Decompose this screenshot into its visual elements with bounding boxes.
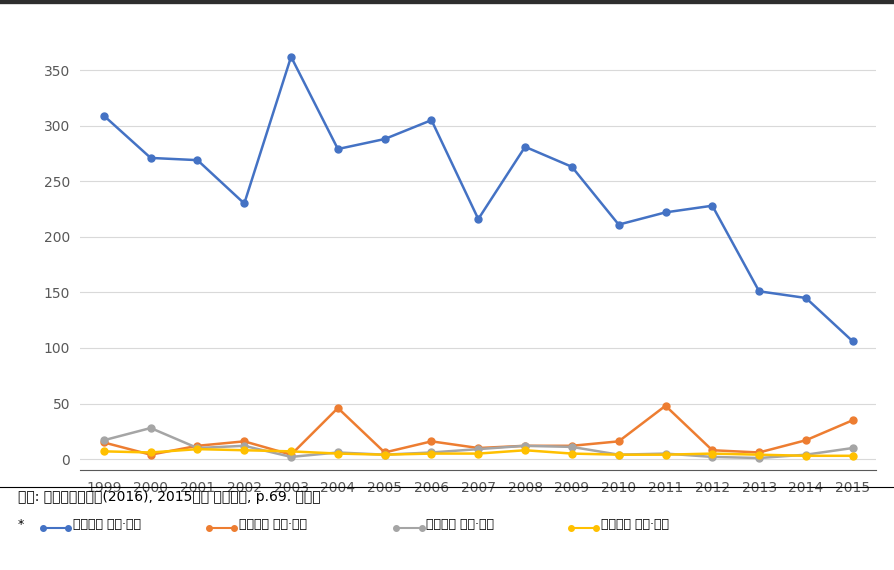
기만적인 표시·광고 [286,451,297,458]
부당비교 표시·광고 [286,454,297,461]
비방적인 표시·광고 [473,450,484,457]
Text: 자료: 공정거래위원회(2016), 2015년도 통계연보, p.69. 재구성: 자료: 공정거래위원회(2016), 2015년도 통계연보, p.69. 재구… [18,490,321,504]
기만적인 표시·광고 [613,438,624,445]
비방적인 표시·광고 [192,446,203,453]
부당비교 표시·광고 [519,442,530,449]
Text: 기만적인 표시·광고: 기만적인 표시·광고 [239,518,307,531]
기만적인 표시·광고 [707,447,718,454]
거짓과장 표시·광고 [519,144,530,150]
기만적인 표시·광고 [146,451,156,458]
거짓과장 표시·광고 [567,164,578,170]
기만적인 표시·광고 [800,437,811,443]
부당비교 표시·광고 [660,450,670,457]
비방적인 표시·광고 [707,450,718,457]
거짓과장 표시·광고 [333,145,343,152]
기만적인 표시·광고 [333,405,343,412]
부당비교 표시·광고 [192,445,203,451]
거짓과장 표시·광고 [473,215,484,222]
거짓과장 표시·광고 [707,202,718,209]
비방적인 표시·광고 [98,448,109,455]
Line: 비방적인 표시·광고: 비방적인 표시·광고 [100,446,856,459]
비방적인 표시·광고 [286,448,297,455]
비방적인 표시·광고 [519,447,530,454]
부당비교 표시·광고 [613,451,624,458]
Line: 기만적인 표시·광고: 기만적인 표시·광고 [100,402,856,458]
비방적인 표시·광고 [848,453,858,459]
부당비교 표시·광고 [800,451,811,458]
비방적인 표시·광고 [426,450,437,457]
기만적인 표시·광고 [848,417,858,424]
Text: *: * [18,518,24,531]
부당비교 표시·광고 [567,443,578,450]
부당비교 표시·광고 [707,454,718,461]
부당비교 표시·광고 [333,449,343,456]
Line: 부당비교 표시·광고: 부당비교 표시·광고 [100,425,856,462]
기만적인 표시·광고 [426,438,437,445]
부당비교 표시·광고 [848,445,858,451]
Line: 거짓과장 표시·광고: 거짓과장 표시·광고 [100,54,856,345]
비방적인 표시·광고 [333,450,343,457]
비방적인 표시·광고 [754,451,764,458]
거짓과장 표시·광고 [146,154,156,161]
기만적인 표시·광고 [519,442,530,449]
기만적인 표시·광고 [754,449,764,456]
기만적인 표시·광고 [239,438,249,445]
부당비교 표시·광고 [754,455,764,462]
기만적인 표시·광고 [473,445,484,451]
비방적인 표시·광고 [379,451,390,458]
부당비교 표시·광고 [426,449,437,456]
비방적인 표시·광고 [613,451,624,458]
기만적인 표시·광고 [660,402,670,409]
부당비교 표시·광고 [98,437,109,443]
거짓과장 표시·광고 [98,112,109,119]
Text: 비방적인 표시·광고: 비방적인 표시·광고 [601,518,669,531]
부당비교 표시·광고 [379,451,390,458]
거짓과장 표시·광고 [754,288,764,295]
기만적인 표시·광고 [567,442,578,449]
거짓과장 표시·광고 [379,136,390,142]
기만적인 표시·광고 [192,442,203,449]
거짓과장 표시·광고 [613,221,624,228]
비방적인 표시·광고 [239,447,249,454]
비방적인 표시·광고 [660,451,670,458]
기만적인 표시·광고 [379,449,390,456]
거짓과장 표시·광고 [800,295,811,302]
비방적인 표시·광고 [567,450,578,457]
거짓과장 표시·광고 [239,200,249,207]
거짓과장 표시·광고 [848,338,858,345]
Text: 거짓과장 표시·광고: 거짓과장 표시·광고 [73,518,141,531]
거짓과장 표시·광고 [192,157,203,164]
Text: 부당비교 표시·광고: 부당비교 표시·광고 [426,518,494,531]
부당비교 표시·광고 [473,446,484,453]
거짓과장 표시·광고 [426,117,437,124]
거짓과장 표시·광고 [660,209,670,216]
비방적인 표시·광고 [800,453,811,459]
거짓과장 표시·광고 [286,54,297,60]
기만적인 표시·광고 [98,439,109,446]
부당비교 표시·광고 [146,425,156,431]
부당비교 표시·광고 [239,442,249,449]
비방적인 표시·광고 [146,449,156,456]
